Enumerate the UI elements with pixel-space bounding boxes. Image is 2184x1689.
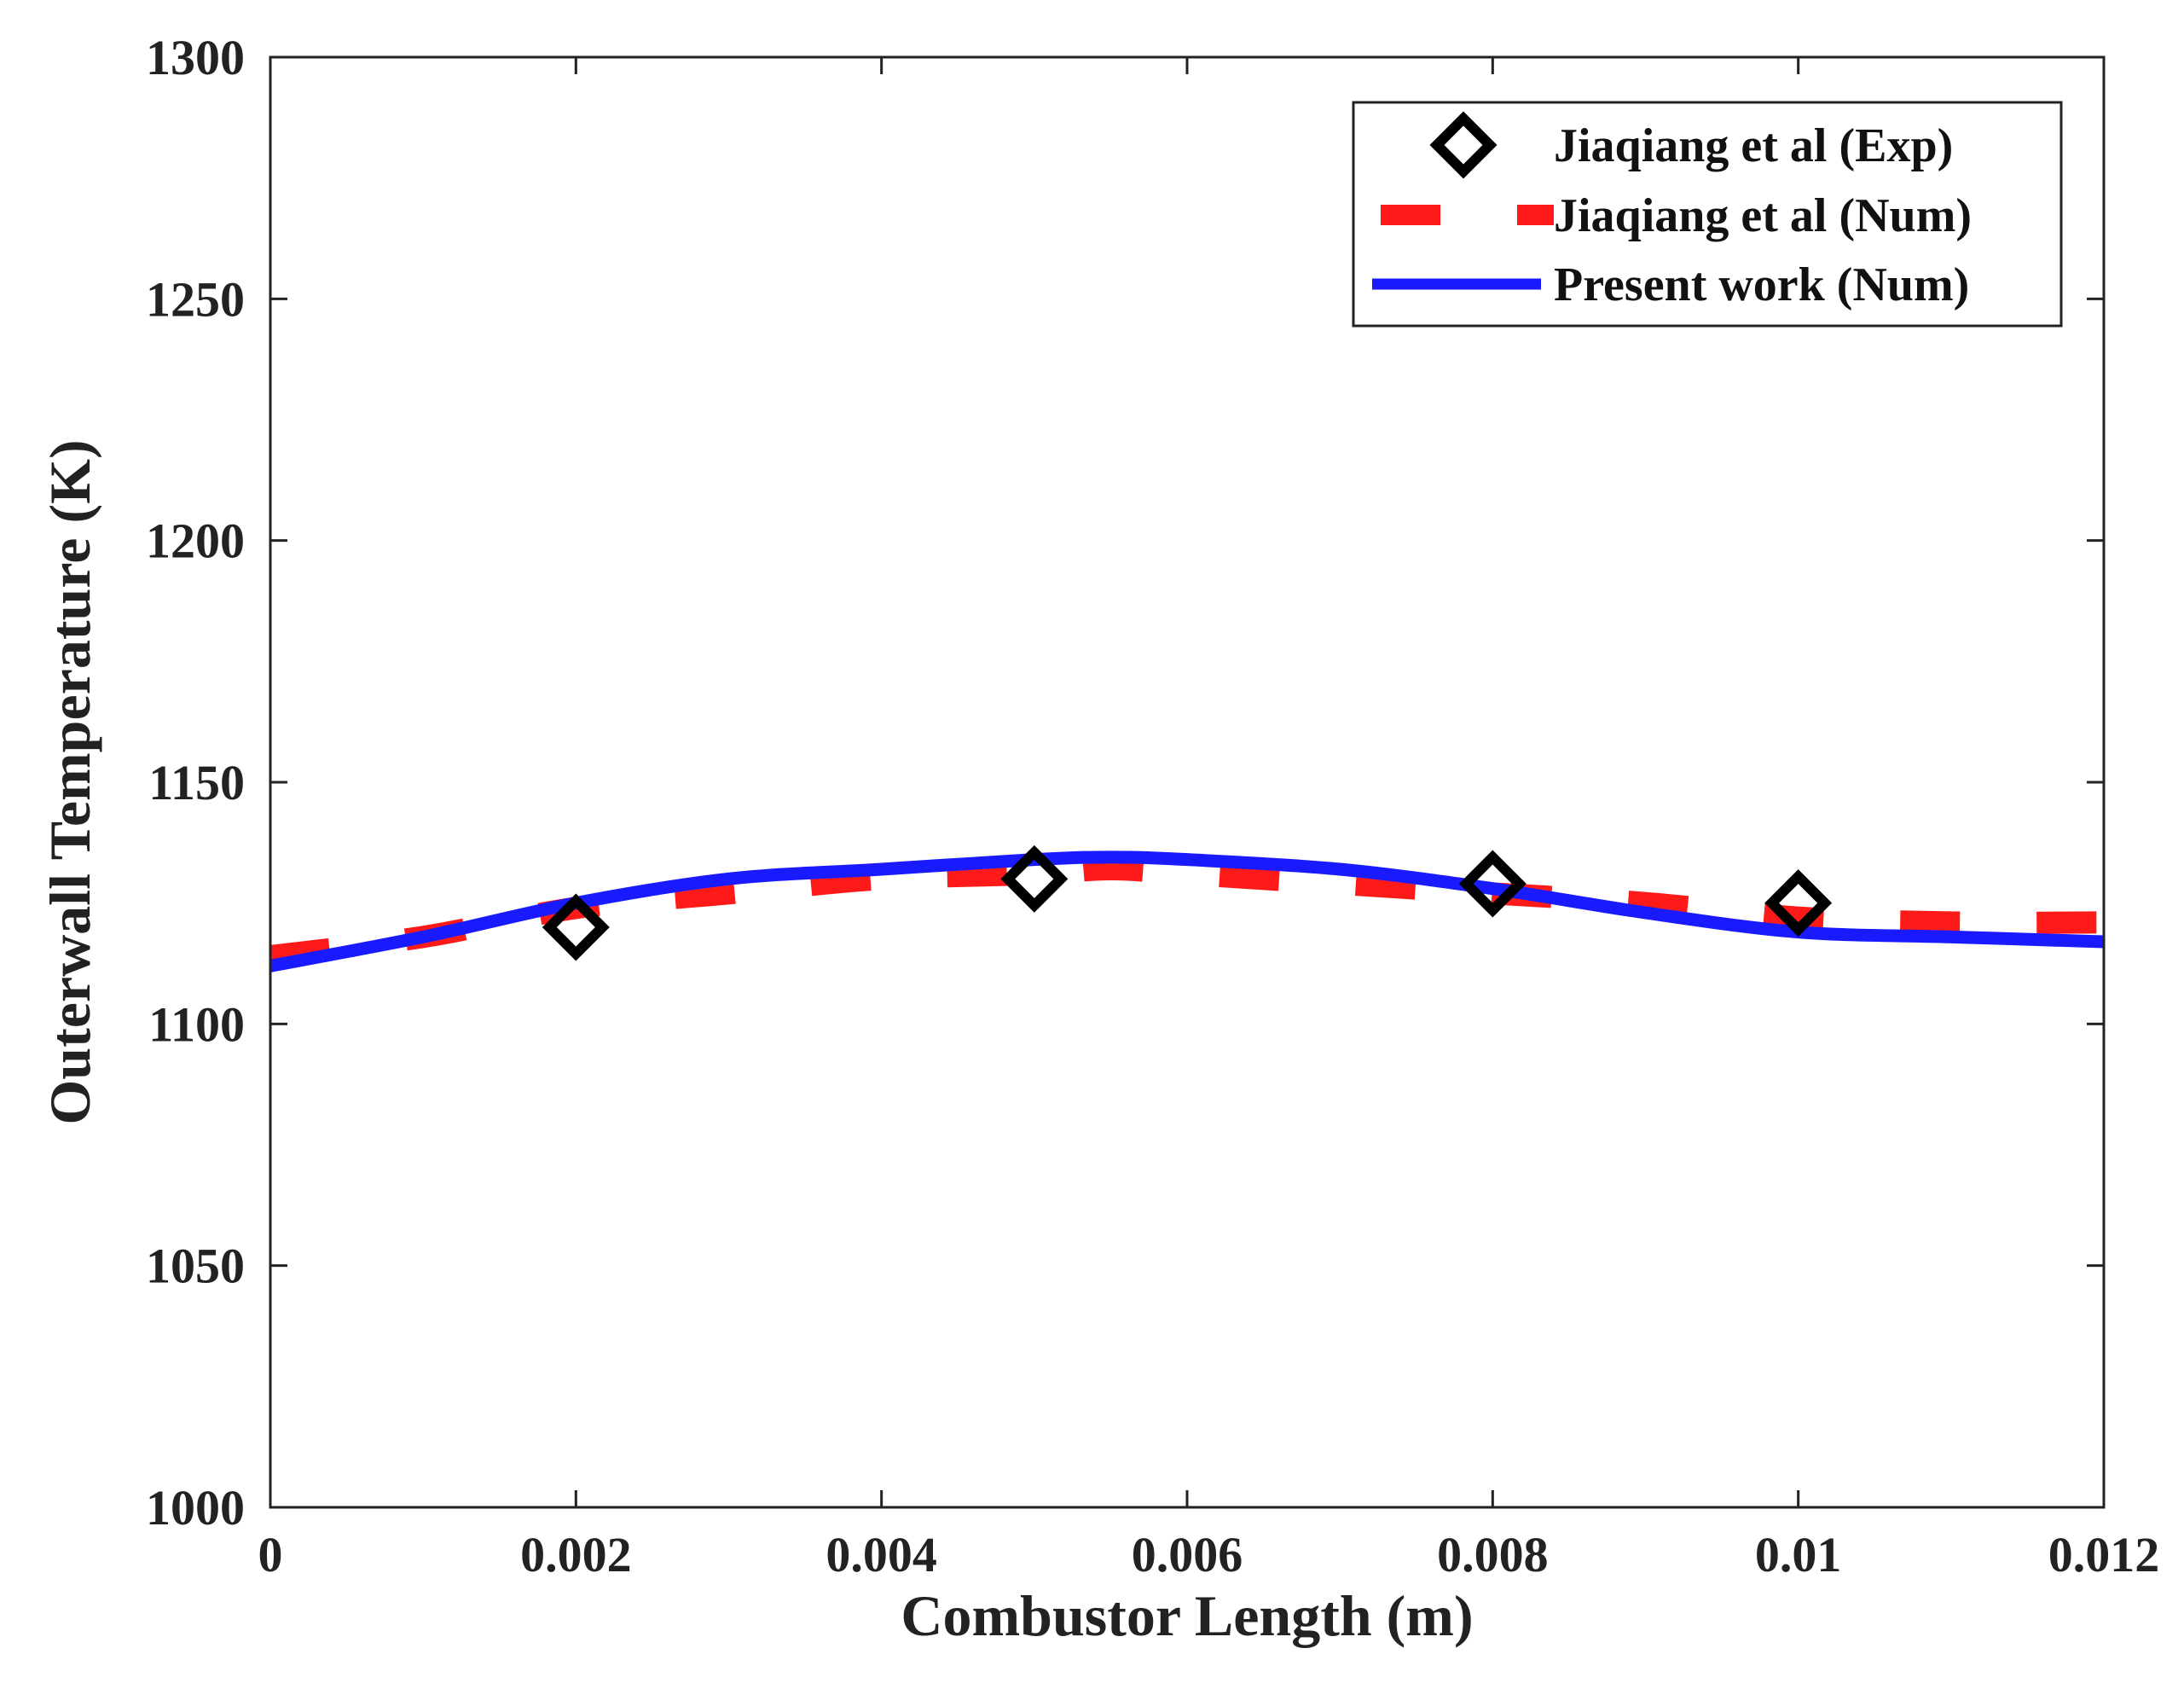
plot-marks (270, 844, 2104, 972)
legend-label-jiaqiang-num: Jiaqiang et al (Num) (1554, 189, 1972, 242)
data-point-exp (542, 893, 610, 961)
data-point-exp (1000, 844, 1069, 913)
data-point-exp (1458, 850, 1526, 918)
y-axis-title: Outerwall Temperature (K) (38, 439, 102, 1124)
legend-label-present-work: Present work (Num) (1554, 258, 1969, 311)
y-tick-label: 1250 (146, 271, 245, 327)
x-tick-label: 0.002 (520, 1527, 632, 1582)
y-tick-label: 1300 (146, 30, 245, 85)
x-tick-label: 0.006 (1132, 1527, 1243, 1582)
x-tick-label: 0.012 (2048, 1527, 2160, 1582)
legend-marker-exp (1429, 111, 1498, 179)
y-tick-label: 1100 (148, 996, 245, 1052)
series-line-present-work (270, 850, 2104, 972)
x-tick-label: 0.004 (826, 1527, 937, 1582)
x-tick-label: 0 (258, 1527, 283, 1582)
axes: 0 0.002 0.004 0.006 0.008 0.01 0.012 1000 1050 11… (38, 30, 2159, 1648)
legend: Jiaqiang et al (Exp) Jiaqiang et al (Num)… (1352, 101, 2063, 328)
legend-label-exp: Jiaqiang et al (Exp) (1554, 119, 1953, 172)
x-axis-title: Combustor Length (m) (901, 1583, 1473, 1648)
y-tick-label: 1000 (146, 1480, 245, 1535)
y-tick-label: 1200 (146, 514, 245, 569)
y-tick-label: 1150 (148, 755, 245, 810)
y-tick-label: 1050 (146, 1239, 245, 1294)
data-point-exp (1764, 869, 1833, 937)
x-tick-label: 0.01 (1755, 1527, 1842, 1582)
x-tick-label: 0.008 (1437, 1527, 1549, 1582)
